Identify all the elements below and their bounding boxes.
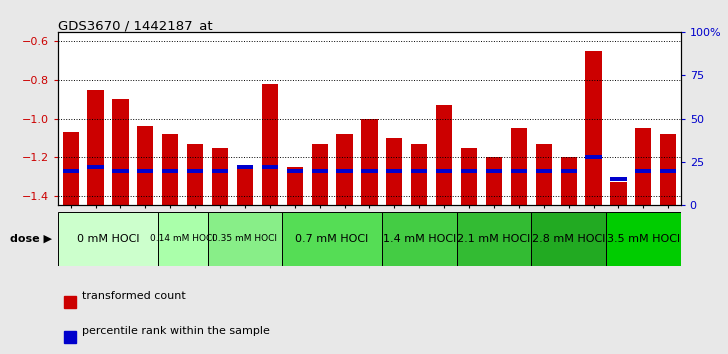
Bar: [287, 169, 303, 172]
Bar: [436, 105, 452, 205]
Bar: [461, 169, 477, 172]
Text: 0.14 mM HOCl: 0.14 mM HOCl: [150, 234, 215, 244]
Bar: [361, 169, 378, 172]
Bar: [486, 169, 502, 172]
Bar: [636, 128, 652, 205]
Bar: [212, 148, 228, 205]
Text: dose ▶: dose ▶: [10, 234, 52, 244]
Bar: [382, 212, 456, 266]
Text: 2.8 mM HOCl: 2.8 mM HOCl: [532, 234, 605, 244]
Bar: [561, 157, 577, 205]
Text: 1.4 mM HOCl: 1.4 mM HOCl: [383, 234, 456, 244]
Bar: [531, 212, 606, 266]
Bar: [237, 165, 253, 169]
Bar: [387, 138, 403, 205]
Bar: [312, 169, 328, 172]
Bar: [536, 169, 552, 172]
Bar: [536, 144, 552, 205]
Bar: [336, 134, 352, 205]
Text: GDS3670 / 1442187_at: GDS3670 / 1442187_at: [58, 19, 213, 32]
Bar: [162, 169, 178, 172]
Text: 2.1 mM HOCl: 2.1 mM HOCl: [457, 234, 531, 244]
Bar: [187, 169, 203, 172]
Bar: [585, 51, 601, 205]
Bar: [456, 212, 531, 266]
Bar: [112, 99, 129, 205]
Text: transformed count: transformed count: [82, 291, 186, 301]
Bar: [262, 84, 278, 205]
Bar: [187, 144, 203, 205]
Text: 0.35 mM HOCl: 0.35 mM HOCl: [213, 234, 277, 244]
Bar: [636, 169, 652, 172]
Bar: [461, 148, 477, 205]
Bar: [312, 144, 328, 205]
Bar: [138, 126, 154, 205]
Bar: [561, 169, 577, 172]
Bar: [112, 169, 129, 172]
Bar: [65, 331, 76, 343]
Bar: [660, 134, 676, 205]
Bar: [511, 128, 527, 205]
Bar: [63, 132, 79, 205]
Bar: [212, 169, 228, 172]
Bar: [585, 155, 601, 159]
Bar: [87, 165, 103, 169]
Bar: [606, 212, 681, 266]
Bar: [282, 212, 382, 266]
Bar: [361, 119, 378, 205]
Bar: [63, 169, 79, 172]
Bar: [138, 169, 154, 172]
Bar: [87, 90, 103, 205]
Bar: [336, 169, 352, 172]
Text: 3.5 mM HOCl: 3.5 mM HOCl: [606, 234, 680, 244]
Bar: [158, 212, 207, 266]
Bar: [436, 169, 452, 172]
Bar: [262, 165, 278, 169]
Bar: [65, 296, 76, 308]
Bar: [486, 157, 502, 205]
Bar: [660, 169, 676, 172]
Bar: [287, 167, 303, 205]
Bar: [610, 177, 627, 181]
Text: percentile rank within the sample: percentile rank within the sample: [82, 326, 270, 336]
Text: 0.7 mM HOCl: 0.7 mM HOCl: [296, 234, 369, 244]
Bar: [237, 169, 253, 205]
Bar: [387, 169, 403, 172]
Bar: [411, 169, 427, 172]
Text: 0 mM HOCl: 0 mM HOCl: [76, 234, 139, 244]
Bar: [162, 134, 178, 205]
Bar: [511, 169, 527, 172]
Bar: [610, 182, 627, 205]
Bar: [207, 212, 282, 266]
Bar: [58, 212, 158, 266]
Bar: [411, 144, 427, 205]
